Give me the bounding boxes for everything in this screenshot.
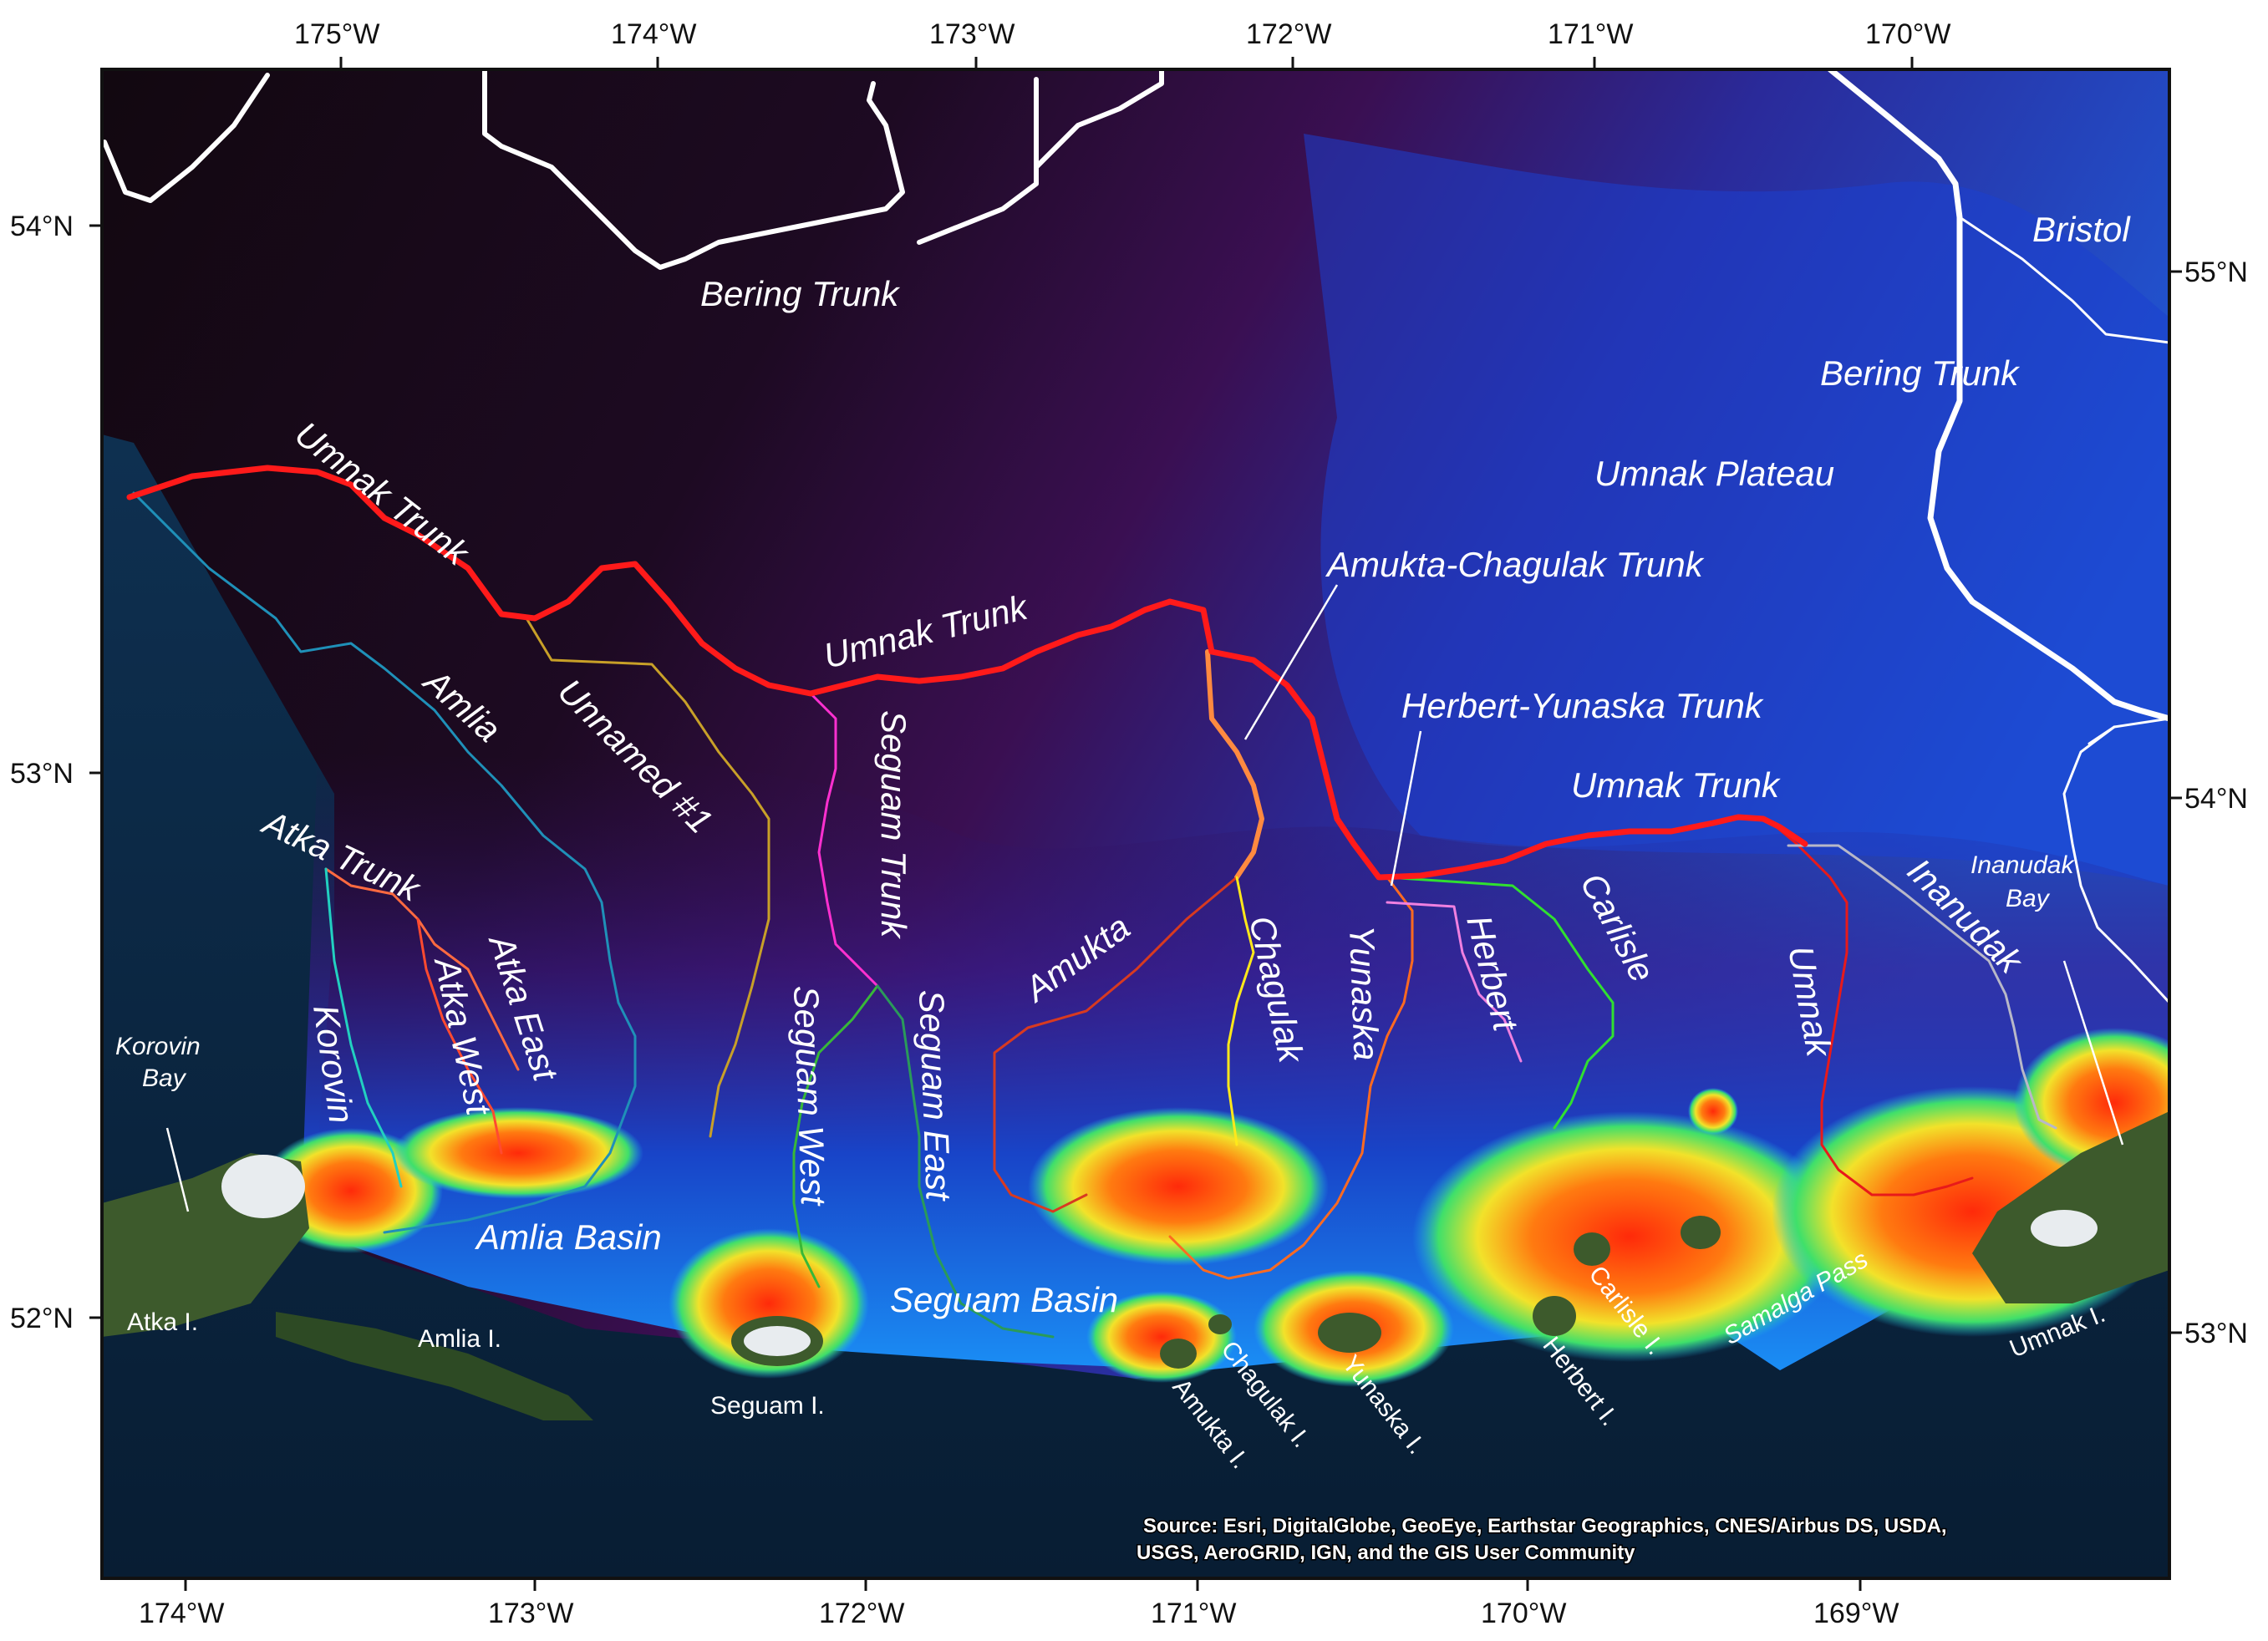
- inanudak-line: [1787, 844, 2057, 1130]
- atka-trunk-line: [324, 867, 520, 1071]
- label-seguam-east: Seguam East: [912, 989, 959, 1203]
- top-axis-label-4: 171°W: [1548, 18, 1633, 50]
- label-yunaska: Yunaska: [1342, 925, 1386, 1061]
- canyon-lines: [132, 491, 2057, 1339]
- seguam-east-line: [876, 984, 1055, 1339]
- label-amlia-island: Amlia I.: [418, 1325, 501, 1353]
- herbert-line: [1386, 901, 1523, 1063]
- label-umnak-trunk-east: Umnak Trunk: [1571, 765, 1781, 805]
- bottom-axis-label-2: 172°W: [819, 1598, 904, 1629]
- leader-lines: [165, 584, 2124, 1212]
- label-seguam-west: Seguam West: [786, 985, 833, 1208]
- amukta-chagulak-trunk-line: [1205, 649, 1264, 880]
- carlisle-island-shape: [1574, 1232, 1610, 1266]
- label-inanudak-bay: Inanudak: [1971, 851, 2075, 879]
- label-seguam-island: Seguam I.: [710, 1392, 825, 1420]
- label-korovin-bay: Korovin: [115, 1033, 201, 1060]
- plateau-shading: [1304, 134, 2169, 886]
- label-atka-island: Atka I.: [127, 1308, 198, 1336]
- amlia-island-shape: [276, 1312, 593, 1420]
- label-herbert-yunaska-trunk: Herbert-Yunaska Trunk: [1401, 686, 1764, 725]
- label-inanudak-bay-line2: Bay: [2006, 885, 2051, 912]
- map-canvas: Bering Trunk Bering Trunk Bristol Umnak …: [102, 69, 2169, 1578]
- herbert-island-shape: [1533, 1296, 1576, 1336]
- label-bristol: Bristol: [2032, 210, 2131, 249]
- left-axis-label-2: 52°N: [10, 1303, 74, 1334]
- korovin-line: [324, 867, 403, 1188]
- chagulak-line: [1227, 876, 1255, 1146]
- right-axis-label-0: 55°N: [2184, 257, 2248, 288]
- umnak-island-shape: [1972, 1111, 2169, 1303]
- amlia-canyon-line: [132, 491, 637, 1234]
- yunaska-line: [1168, 876, 1414, 1280]
- bottom-axis-label-4: 170°W: [1481, 1598, 1566, 1629]
- islands-land: [102, 1111, 2169, 1420]
- bottom-axis-label-3: 171°W: [1151, 1598, 1236, 1629]
- unnamed-1-line: [525, 617, 770, 1138]
- top-axis-label-0: 175°W: [294, 18, 379, 50]
- bering-trunk-lines: [102, 69, 2169, 1004]
- source-attribution-line1: Source: Esri, DigitalGlobe, GeoEye, Eart…: [1143, 1515, 1947, 1537]
- left-axis-label-1: 53°N: [10, 758, 74, 790]
- umnak-canyon-line: [1770, 821, 1974, 1196]
- carlisle-line: [1386, 876, 1615, 1130]
- seguam-west-line: [792, 984, 879, 1288]
- source-attribution-line2: USGS, AeroGRID, IGN, and the GIS User Co…: [1137, 1542, 1635, 1564]
- label-korovin-bay-line2: Bay: [142, 1064, 187, 1092]
- label-seguam-basin: Seguam Basin: [890, 1280, 1118, 1319]
- amukta-line: [993, 876, 1238, 1213]
- label-bering-trunk-east: Bering Trunk: [1820, 353, 2020, 393]
- umnak-snowcap: [2031, 1210, 2098, 1247]
- right-axis-label-1: 54°N: [2184, 783, 2248, 815]
- bottom-axis-ticks: [184, 1578, 1862, 1591]
- map-border: [100, 68, 2171, 1580]
- amukta-island-shape: [1160, 1339, 1197, 1369]
- seguam-snowcap: [744, 1326, 811, 1356]
- seguam-trunk-line: [809, 692, 879, 988]
- right-axis-label-2: 53°N: [2184, 1318, 2248, 1349]
- bottom-axis-label-0: 174°W: [139, 1598, 224, 1629]
- top-axis-label-3: 172°W: [1246, 18, 1331, 50]
- yunaska-island-shape: [1318, 1313, 1381, 1353]
- left-axis-label-0: 54°N: [10, 211, 74, 242]
- right-axis-ticks: [2169, 270, 2182, 1334]
- chuginadak-island-shape: [1681, 1216, 1721, 1249]
- top-axis-label-1: 174°W: [611, 18, 696, 50]
- label-amukta-chagulak-trunk: Amukta-Chagulak Trunk: [1325, 545, 1705, 584]
- top-axis-label-5: 170°W: [1865, 18, 1950, 50]
- chagulak-island-shape: [1208, 1314, 1232, 1334]
- atka-snowcap: [221, 1155, 305, 1218]
- atka-west-line: [416, 917, 503, 1155]
- label-amlia-basin: Amlia Basin: [474, 1217, 662, 1257]
- label-bering-trunk-north: Bering Trunk: [700, 274, 900, 313]
- bottom-axis-label-1: 173°W: [488, 1598, 573, 1629]
- left-axis-ticks: [89, 224, 102, 1319]
- umnak-trunk-line: [126, 465, 1808, 881]
- top-axis-ticks: [339, 57, 1914, 69]
- bottom-axis-label-5: 169°W: [1813, 1598, 1899, 1629]
- top-axis-label-2: 173°W: [929, 18, 1014, 50]
- label-seguam-trunk: Seguam Trunk: [874, 710, 913, 939]
- label-umnak-plateau: Umnak Plateau: [1594, 454, 1834, 493]
